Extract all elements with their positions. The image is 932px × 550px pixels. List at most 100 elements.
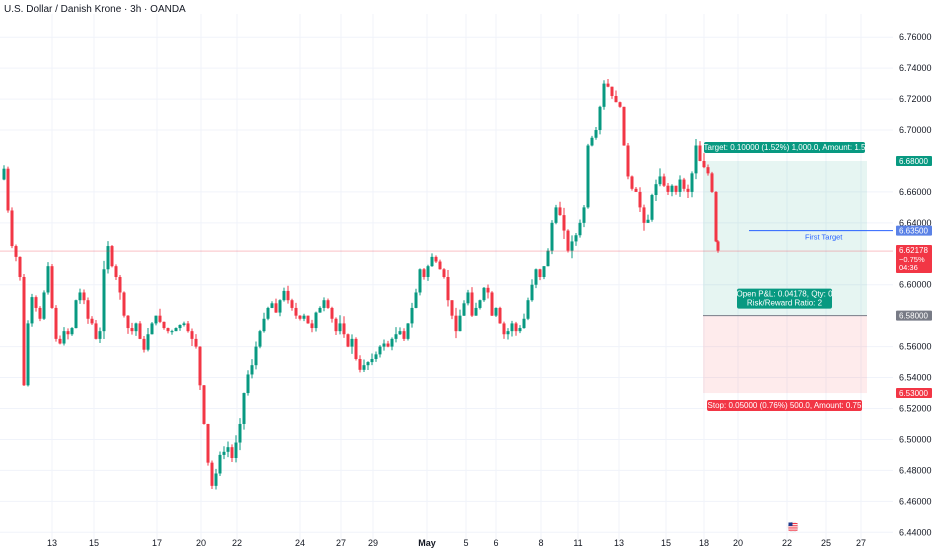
open-pnl-label-text: Open P&L: 0.04178, Qty: 0 (736, 290, 833, 299)
candle-body (454, 315, 458, 332)
candle-body (374, 354, 378, 359)
candle-body (146, 334, 150, 350)
candle-body (38, 307, 42, 319)
candle-body (698, 145, 702, 161)
first-target-label: First Target (805, 233, 843, 242)
candle-body (426, 266, 430, 277)
candle-body (162, 321, 166, 329)
candle-body (70, 328, 74, 335)
candle-body (438, 261, 442, 270)
candle-body (422, 269, 426, 277)
candle-body (598, 106, 602, 131)
candle-body (482, 287, 486, 301)
candle-body (30, 297, 34, 324)
candle-body (182, 323, 186, 325)
candle-body (686, 188, 690, 192)
candle-body (710, 173, 714, 192)
candle-body (678, 179, 682, 192)
candle-body (262, 318, 266, 332)
candle-body (314, 312, 318, 329)
time-tick-label: 5 (463, 538, 468, 548)
candle-body (458, 315, 462, 332)
candle-body (386, 343, 390, 347)
candle-body (186, 323, 190, 332)
candle-body (18, 256, 22, 277)
entry-badge (896, 310, 932, 321)
candle-body (654, 184, 658, 196)
us-flag-icon-canton (788, 522, 793, 526)
candle-body (414, 292, 418, 308)
candle-body (334, 318, 338, 332)
candle-body (610, 86, 614, 96)
last-price-countdown: 04:36 (899, 263, 918, 272)
candle-body (62, 331, 66, 344)
candle-body (254, 346, 258, 366)
candle-body (542, 266, 546, 277)
candle-body (266, 307, 270, 319)
candle-body (706, 167, 710, 174)
candle-body (666, 185, 670, 192)
time-tick-label: 11 (573, 538, 582, 548)
time-tick-label: 20 (733, 538, 743, 548)
candle-body (158, 315, 162, 322)
stop-label-box (707, 400, 862, 412)
candle-body (630, 176, 634, 189)
candle-body (506, 331, 510, 335)
candle-body (410, 307, 414, 324)
candle-body (74, 300, 78, 329)
candle-body (150, 323, 154, 335)
candle-body (502, 323, 506, 335)
candle-body (14, 246, 18, 257)
stop-badge-label: 6.53000 (899, 389, 928, 398)
last-price-badge (896, 245, 932, 274)
take-profit-badge (896, 155, 932, 166)
candle-body (646, 219, 650, 223)
candle-body (382, 343, 386, 347)
candle-body (322, 300, 326, 308)
candle-body (554, 207, 558, 223)
first-target-badge-label: 6.63500 (899, 227, 928, 236)
candle-body (682, 179, 686, 189)
candle-body (130, 328, 134, 332)
candle-body (234, 442, 238, 459)
candle-body (694, 145, 698, 174)
candle-body (198, 346, 202, 386)
price-lines: First Target (0, 230, 893, 252)
candle-body (274, 303, 278, 313)
candle-body (126, 315, 130, 329)
take-profit-badge-label: 6.68000 (899, 157, 928, 166)
time-axis: 13 15 17 20 22 24 27 29 May 5 6 8 11 13 15 18 20 22 25 27 (47, 521, 866, 548)
us-flag-icon (787, 521, 799, 533)
candle-body (510, 323, 514, 332)
candle-body (716, 241, 720, 251)
time-tick-label: 13 (47, 538, 57, 548)
candle-body (354, 338, 358, 359)
candle-body (674, 185, 678, 192)
candle-body (430, 256, 434, 267)
us-flag-icon-stripe (788, 523, 798, 525)
candle-body (614, 95, 618, 103)
candle-body (2, 168, 6, 180)
candle-body (286, 290, 290, 301)
candle-body (486, 287, 490, 293)
candle-body (658, 176, 662, 185)
stop-badge (896, 388, 932, 399)
candle-body (42, 292, 46, 319)
candle-body (594, 130, 598, 138)
candle-body (406, 323, 410, 339)
price-tick-label: 6.56000 (899, 342, 932, 352)
candle-body (78, 292, 82, 301)
candle-body (26, 323, 30, 386)
candle-body (350, 338, 354, 347)
candle-body (582, 207, 586, 223)
candle-body (258, 331, 262, 347)
candle-body (602, 83, 606, 107)
candle-body (474, 307, 478, 316)
candle-body (210, 462, 214, 486)
candle-body (550, 222, 554, 251)
candle-body (106, 246, 110, 270)
candle-body (442, 269, 446, 277)
candle-body (114, 266, 118, 277)
open-pnl-label-box (737, 288, 832, 309)
